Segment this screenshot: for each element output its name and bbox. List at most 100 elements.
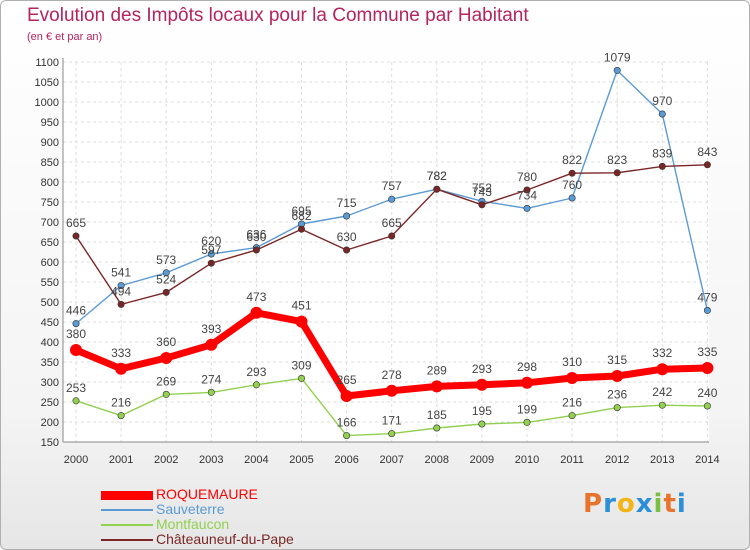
data-point	[250, 306, 263, 319]
data-point	[611, 370, 624, 382]
x-tick-label: 2004	[244, 454, 268, 466]
data-point	[475, 378, 488, 391]
data-point	[207, 388, 215, 396]
data-point	[701, 362, 714, 374]
data-point	[295, 315, 308, 328]
x-tick-label: 2009	[470, 454, 494, 466]
y-tick-label: 800	[41, 177, 59, 189]
data-label: 315	[607, 353, 627, 367]
y-tick-label: 150	[41, 437, 59, 449]
data-point	[385, 384, 398, 397]
y-tick-label: 450	[41, 317, 59, 329]
data-label: 293	[472, 362, 492, 376]
y-tick-label: 250	[41, 397, 59, 409]
data-point	[613, 169, 621, 177]
data-label: 335	[697, 345, 717, 359]
data-label: 682	[291, 209, 311, 223]
data-label: 269	[156, 374, 176, 388]
y-tick-label: 400	[41, 337, 59, 349]
data-label: 473	[246, 290, 266, 304]
data-label: 278	[382, 368, 402, 382]
y-tick-label: 750	[41, 197, 59, 209]
x-tick-label: 2008	[425, 454, 449, 466]
y-tick-label: 350	[41, 357, 59, 369]
x-tick-label: 2007	[379, 454, 403, 466]
y-tick-label: 950	[41, 117, 59, 129]
y-tick-label: 1050	[35, 77, 59, 89]
data-point	[388, 232, 396, 240]
y-tick-label: 600	[41, 257, 59, 269]
y-tick-label: 550	[41, 277, 59, 289]
legend-label: Montfaucon	[156, 516, 230, 532]
legend-swatch	[101, 524, 153, 526]
data-point	[523, 418, 531, 426]
data-label: 620	[201, 234, 221, 248]
data-label: 1079	[604, 50, 631, 64]
logo-letter: x	[635, 489, 654, 519]
data-point	[343, 432, 351, 440]
data-point	[72, 232, 80, 240]
logo-letter: r	[603, 489, 617, 519]
data-point	[162, 390, 170, 398]
y-tick-label: 200	[41, 417, 59, 429]
data-label: 451	[291, 299, 311, 313]
data-label: 752	[472, 181, 492, 195]
legend-swatch	[101, 539, 153, 541]
data-point	[343, 212, 351, 220]
data-point	[568, 412, 576, 420]
data-label: 253	[66, 381, 86, 395]
data-label: 171	[382, 414, 402, 428]
data-label: 757	[382, 179, 402, 193]
data-point	[433, 424, 441, 432]
data-point	[658, 110, 666, 118]
data-label: 823	[607, 153, 627, 167]
data-label: 479	[697, 290, 717, 304]
y-tick-label: 900	[41, 137, 59, 149]
data-point	[162, 288, 170, 296]
x-tick-label: 2011	[560, 454, 584, 466]
x-tick-label: 2002	[154, 454, 178, 466]
data-label: 333	[111, 346, 131, 360]
data-label: 360	[156, 335, 176, 349]
data-label: 380	[66, 327, 86, 341]
data-label: 782	[427, 169, 447, 183]
data-label: 630	[337, 230, 357, 244]
data-label: 782	[427, 169, 447, 183]
x-tick-label: 2012	[605, 454, 629, 466]
legend-label: Sauveterre	[156, 501, 225, 517]
data-label: 524	[156, 272, 176, 286]
data-label: 240	[697, 386, 717, 400]
data-label: 265	[337, 373, 357, 387]
data-point	[162, 269, 170, 277]
data-point	[568, 169, 576, 177]
legend-swatch	[101, 509, 153, 511]
y-tick-label: 500	[41, 297, 59, 309]
data-point	[703, 402, 711, 410]
data-point	[343, 246, 351, 254]
data-label: 216	[111, 396, 131, 410]
data-label: 166	[337, 416, 357, 430]
data-point	[521, 376, 533, 389]
data-label: 636	[246, 228, 266, 242]
data-label: 309	[291, 358, 311, 372]
data-label: 293	[246, 365, 266, 379]
data-label: 760	[562, 178, 582, 192]
data-label: 970	[652, 94, 672, 108]
data-label: 199	[517, 402, 537, 416]
data-point	[72, 397, 80, 405]
data-label: 743	[472, 185, 492, 199]
logo-letter: P	[583, 489, 604, 519]
x-tick-label: 2003	[199, 454, 223, 466]
logo-letter: t	[663, 489, 677, 519]
data-label: 780	[517, 170, 537, 184]
x-tick-label: 2013	[650, 454, 674, 466]
proxiti-logo: Proxiti	[583, 489, 687, 519]
data-point	[72, 320, 80, 328]
data-point	[207, 250, 215, 258]
logo-letter: o	[616, 489, 636, 519]
data-point	[388, 430, 396, 438]
data-point	[207, 259, 215, 267]
data-label: 332	[652, 346, 672, 360]
data-point	[658, 162, 666, 170]
y-tick-label: 700	[41, 217, 59, 229]
